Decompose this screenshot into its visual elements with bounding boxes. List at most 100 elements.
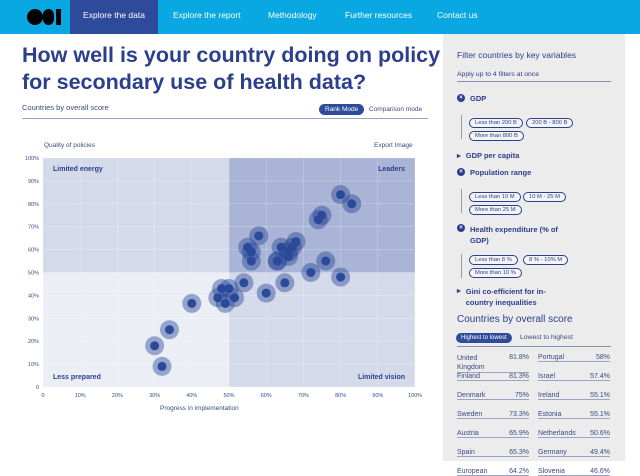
- data-point[interactable]: [291, 237, 301, 247]
- data-point[interactable]: [164, 325, 174, 335]
- data-point[interactable]: [217, 284, 227, 294]
- data-point[interactable]: [246, 247, 256, 257]
- y-tick-label: 20%: [28, 339, 39, 345]
- country-name: Sweden: [457, 411, 483, 418]
- divider: [457, 346, 611, 347]
- tab-methodology[interactable]: Methodology: [268, 10, 317, 20]
- country-name: Denmark: [457, 392, 486, 399]
- divider: [461, 254, 462, 278]
- x-tick-label: 70%: [298, 393, 309, 399]
- data-point[interactable]: [306, 268, 316, 277]
- data-point[interactable]: [336, 272, 346, 282]
- data-point[interactable]: [213, 293, 223, 303]
- country-name: Austria: [457, 430, 479, 437]
- ranking-row[interactable]: Austria 65.9%: [457, 430, 529, 438]
- filter-health-expenditure[interactable]: × Health expenditure (% of GDP): [457, 224, 567, 246]
- quadrant-less-prepared: [43, 272, 229, 387]
- filter-gini[interactable]: ▸ Gini co-efficient for in-country inequa…: [457, 286, 567, 308]
- data-point[interactable]: [321, 256, 331, 266]
- expand-triangle-icon: ▸: [457, 151, 461, 160]
- filter-option[interactable]: 10 M - 25 M: [523, 192, 566, 202]
- scatter-chart: 00 10% 10% 20% 20% 30% 30% 40% 40% 50% 50% 60% 60% 70…: [25, 156, 422, 399]
- rank-mode-button[interactable]: Rank Mode: [319, 104, 365, 115]
- tab-explore-report[interactable]: Explore the report: [173, 10, 241, 20]
- comparison-mode-button[interactable]: Comparison mode: [369, 106, 423, 113]
- filter-option[interactable]: 8 % - 10% M: [523, 255, 569, 265]
- odi-logo[interactable]: [26, 8, 66, 26]
- filter-option[interactable]: More than 10 %: [469, 268, 522, 278]
- filter-gdp-per-capita[interactable]: ▸ GDP per capita: [457, 151, 519, 160]
- x-tick-label: 80%: [335, 393, 346, 399]
- quadrant-label: Limited energy: [53, 166, 103, 173]
- ranking-row[interactable]: Slovenia 46.6%: [538, 468, 610, 476]
- data-point[interactable]: [261, 288, 271, 298]
- filter-label: Health expenditure (% of GDP): [470, 225, 558, 245]
- y-tick-label: 40%: [28, 293, 39, 299]
- y-tick-label: 80%: [28, 202, 39, 208]
- filter-label: Gini co-efficient for in-country inequal…: [465, 287, 546, 307]
- sort-highest-button[interactable]: Highest to lowest: [456, 333, 512, 343]
- ranking-row[interactable]: Ireland 55.1%: [538, 392, 610, 400]
- filter-option[interactable]: 200 B - 800 B: [526, 118, 574, 128]
- y-tick-label: 100%: [25, 156, 39, 162]
- filter-option[interactable]: Less than 10 M: [469, 192, 521, 202]
- data-point[interactable]: [254, 231, 264, 241]
- data-point[interactable]: [187, 298, 197, 308]
- quadrant-label: Leaders: [378, 166, 405, 173]
- data-point[interactable]: [224, 284, 234, 294]
- country-score: 49.4%: [590, 449, 610, 456]
- x-tick-label: 90%: [372, 393, 383, 399]
- country-score: 58%: [595, 354, 610, 361]
- ranking-row[interactable]: Netherlands 50.6%: [538, 430, 610, 438]
- data-point[interactable]: [220, 298, 230, 308]
- export-image-link[interactable]: Export Image: [374, 142, 413, 149]
- divider: [457, 81, 611, 82]
- tab-contact[interactable]: Contact us: [437, 10, 478, 20]
- data-point[interactable]: [150, 341, 160, 351]
- ranking-row[interactable]: Germany 49.4%: [538, 449, 610, 457]
- y-axis-title: Quality of policies: [44, 142, 95, 149]
- data-point[interactable]: [246, 256, 256, 266]
- data-point[interactable]: [336, 190, 346, 200]
- data-point[interactable]: [276, 242, 286, 252]
- filter-sidebar: Filter countries by key variables Apply …: [443, 34, 625, 476]
- expand-triangle-icon: ▸: [457, 286, 461, 295]
- filter-label: Population range: [470, 168, 532, 177]
- y-tick-label: 50%: [28, 271, 39, 277]
- ranking-row[interactable]: Finland 81.3%: [457, 373, 529, 381]
- ranking-row[interactable]: Spain 65.3%: [457, 449, 529, 457]
- filter-option[interactable]: Less than 8 %: [469, 255, 518, 265]
- tab-further-resources[interactable]: Further resources: [345, 10, 413, 20]
- data-point[interactable]: [280, 278, 290, 288]
- data-point[interactable]: [230, 293, 240, 303]
- ranking-row[interactable]: Estonia 55.1%: [538, 411, 610, 419]
- ranking-row[interactable]: Portugal 58%: [538, 354, 610, 362]
- filter-population[interactable]: × Population range: [457, 168, 531, 177]
- sort-lowest-button[interactable]: Lowest to highest: [520, 334, 573, 341]
- country-name: Finland: [457, 373, 480, 380]
- ranking-row[interactable]: Israel 57.4%: [538, 373, 610, 381]
- data-point[interactable]: [313, 215, 323, 225]
- data-point[interactable]: [347, 199, 357, 209]
- data-point[interactable]: [272, 256, 282, 266]
- close-icon[interactable]: ×: [457, 224, 465, 232]
- close-icon[interactable]: ×: [457, 94, 465, 102]
- filter-gdp[interactable]: × GDP: [457, 94, 486, 103]
- divider: [22, 118, 428, 119]
- y-tick-label: 0: [36, 385, 39, 391]
- data-point[interactable]: [239, 278, 249, 288]
- ranking-row[interactable]: United Kingdom 81.8%: [457, 354, 529, 373]
- filter-option[interactable]: More than 800 B: [469, 131, 524, 141]
- tab-explore-data[interactable]: Explore the data: [70, 0, 158, 34]
- ranking-row[interactable]: Denmark 75%: [457, 392, 529, 400]
- filter-option[interactable]: Less than 200 B: [469, 118, 523, 128]
- x-tick-label: 20%: [112, 393, 123, 399]
- data-point[interactable]: [157, 361, 167, 371]
- filter-option[interactable]: More than 25 M: [469, 205, 522, 215]
- data-point[interactable]: [284, 251, 294, 261]
- ranking-row[interactable]: European 64.2%: [457, 468, 529, 476]
- close-icon[interactable]: ×: [457, 168, 465, 176]
- country-score: 81.3%: [509, 373, 529, 380]
- quadrant-limited-vision: [229, 272, 415, 387]
- ranking-row[interactable]: Sweden 73.3%: [457, 411, 529, 419]
